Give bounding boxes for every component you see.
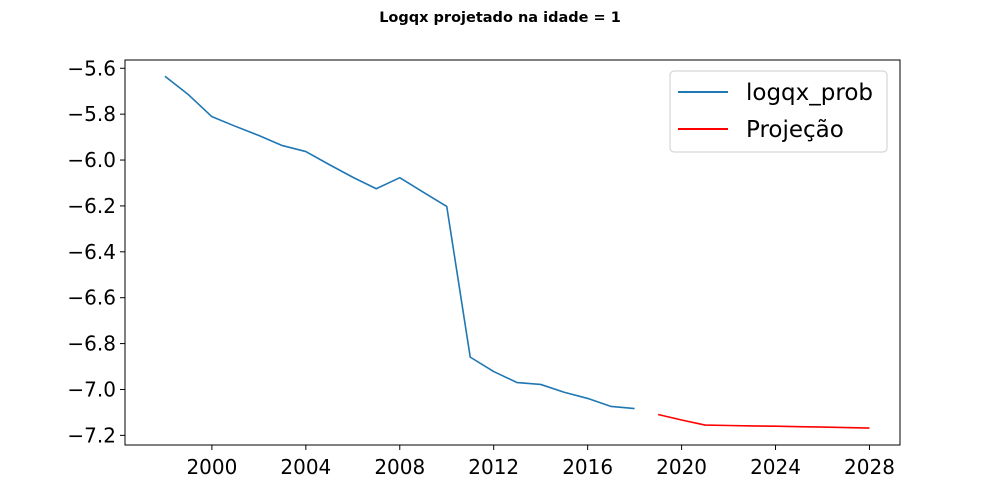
x-tick-label: 2012 bbox=[468, 455, 519, 479]
plot-area bbox=[124, 59, 901, 446]
series-line-1 bbox=[164, 75, 635, 410]
x-tick-label: 2020 bbox=[656, 455, 707, 479]
y-tick-label: −6.8 bbox=[67, 332, 116, 356]
x-tick-label: 2000 bbox=[186, 455, 237, 479]
x-tick-label: 2004 bbox=[280, 455, 331, 479]
y-tick-label: −7.2 bbox=[67, 423, 116, 447]
y-tick-label: −7.0 bbox=[67, 377, 116, 401]
y-tick-label: −6.2 bbox=[67, 194, 116, 218]
y-axis: −5.6 −5.8 −6.0 −6.2 −6.4 −6.6 −6.8 −7.0 −7.2 bbox=[67, 56, 125, 447]
series-layer bbox=[164, 75, 870, 429]
y-tick-label: −6.4 bbox=[67, 240, 116, 264]
x-tick-label: 2028 bbox=[844, 455, 895, 479]
y-tick-label: −5.6 bbox=[67, 56, 116, 80]
x-tick-label: 2024 bbox=[750, 455, 801, 479]
x-axis: 2000 2004 2008 2012 2016 2020 2024 2028 bbox=[186, 445, 895, 479]
y-tick-label: −6.6 bbox=[67, 286, 116, 310]
axes-frame bbox=[124, 59, 901, 446]
legend: logqx_prob Projeção bbox=[669, 70, 888, 153]
x-tick-label: 2016 bbox=[562, 455, 613, 479]
legend-label: logqx_prob bbox=[746, 80, 873, 106]
series-line-2 bbox=[657, 413, 870, 429]
y-tick-label: −6.0 bbox=[67, 148, 116, 172]
legend-label: Projeção bbox=[746, 117, 844, 143]
chart-title: Logqx projetado na idade = 1 bbox=[379, 10, 621, 26]
y-tick-label: −5.8 bbox=[67, 102, 116, 126]
x-tick-label: 2008 bbox=[374, 455, 425, 479]
